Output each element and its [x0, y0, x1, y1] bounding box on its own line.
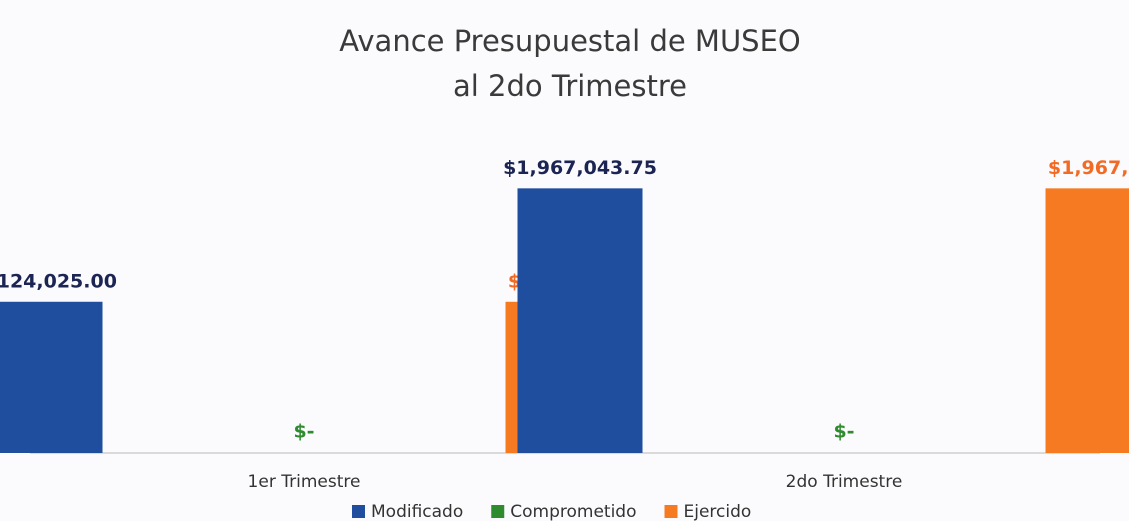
legend-swatch: [491, 505, 505, 518]
chart-title: Avance Presupuestal de MUSEO: [339, 24, 800, 58]
bar: [1045, 188, 1129, 453]
legend-swatch: [664, 505, 678, 518]
data-label: $1,967,044: [1048, 157, 1129, 179]
data-label: $1,124,025.00: [0, 270, 117, 292]
legend-label: Ejercido: [684, 502, 752, 521]
legend-label: Comprometido: [510, 502, 636, 521]
bar: [517, 188, 643, 453]
legend-swatch: [352, 505, 365, 518]
bar: [0, 301, 103, 453]
data-label: $1,967,043.75: [503, 157, 657, 179]
data-label: $-: [293, 421, 314, 443]
data-label: $-: [833, 421, 854, 443]
x-tick-label: 1er Trimestre: [248, 472, 361, 492]
x-tick-label: 2do Trimestre: [786, 472, 903, 492]
chart-subtitle: al 2do Trimestre: [453, 69, 687, 103]
legend-label: Modificado: [371, 502, 463, 521]
